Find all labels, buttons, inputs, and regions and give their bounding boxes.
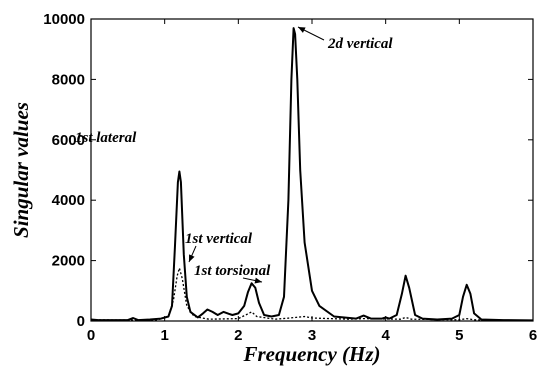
y-tick-label: 0 [77,313,85,330]
y-axis-label: Singular values [9,102,33,238]
series-line-solid [90,27,534,322]
x-tick-label: 0 [87,327,95,344]
series-line-dotted [90,265,534,322]
y-tick-label: 6000 [52,132,85,149]
y-tick-label: 4000 [52,192,85,209]
y-axis-ticks: 0 2000 4000 6000 8000 10000 [43,11,533,330]
x-axis-ticks: 0 1 2 3 4 5 6 [87,19,537,344]
x-tick-label: 6 [529,327,537,344]
x-tick-label: 3 [308,327,316,344]
plot-annotations: 1st lateral 1st vertical 1st torsional 2d v… [75,26,393,284]
annotation-label: 2d vertical [327,36,393,52]
annotation-label: 1st vertical [185,231,253,247]
annotation-label: 1st lateral [75,130,137,146]
y-tick-label: 8000 [52,71,85,88]
y-tick-label: 2000 [52,253,85,270]
plot-frame [90,18,534,322]
annotation-arrowhead [298,27,306,33]
plot-series [90,27,534,322]
x-axis-label: Frequency (Hz) [242,342,380,366]
annotation-arrowhead [189,254,195,262]
x-tick-label: 4 [381,327,390,344]
annotation-arrowhead [254,277,262,284]
annotation-label: 1st torsional [194,263,271,279]
x-tick-label: 1 [160,327,168,344]
x-tick-label: 2 [234,327,242,344]
x-tick-label: 5 [455,327,463,344]
y-tick-label: 10000 [43,11,85,28]
